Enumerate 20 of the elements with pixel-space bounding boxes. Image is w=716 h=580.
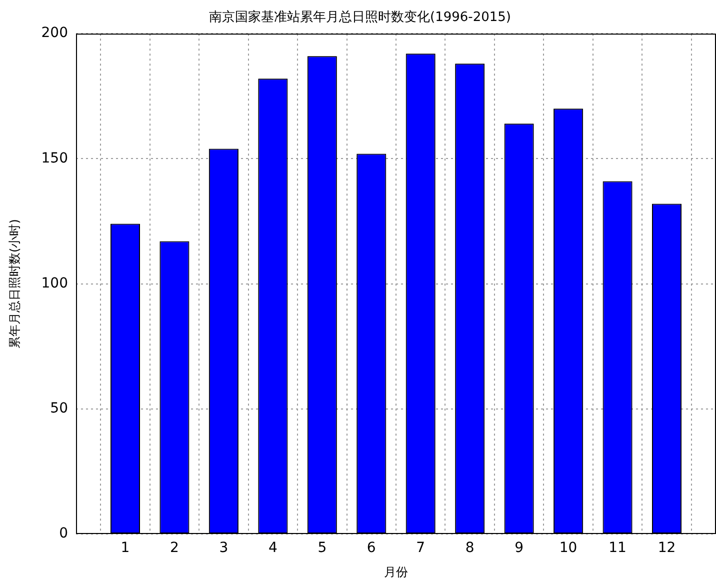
y-tick-label: 100 [41, 275, 68, 292]
y-tick-label: 150 [41, 150, 68, 166]
chart-title: 南京国家基准站累年月总日照时数变化(1996-2015) [208, 9, 512, 26]
x-tick-label: 1 [120, 540, 130, 556]
x-tick-label: 6 [366, 540, 376, 556]
y-axis-title: 累年月总日照时数(小时) [7, 219, 22, 348]
y-tick-label: 0 [59, 526, 68, 542]
x-axis-title: 月份 [384, 564, 408, 579]
x-tick-label: 12 [658, 540, 676, 556]
y-tick-label: 200 [41, 25, 68, 42]
x-tick-label: 10 [559, 540, 578, 556]
x-tick-label: 7 [416, 540, 426, 556]
x-tick-label: 11 [608, 540, 626, 556]
x-tick-label: 9 [514, 540, 524, 556]
x-tick-label: 5 [318, 540, 327, 556]
x-tick-label: 2 [170, 540, 179, 556]
x-tick-label: 4 [268, 540, 278, 556]
x-tick-label: 8 [465, 540, 474, 556]
x-tick-label: 3 [219, 540, 228, 556]
y-tick-label: 50 [50, 400, 68, 417]
